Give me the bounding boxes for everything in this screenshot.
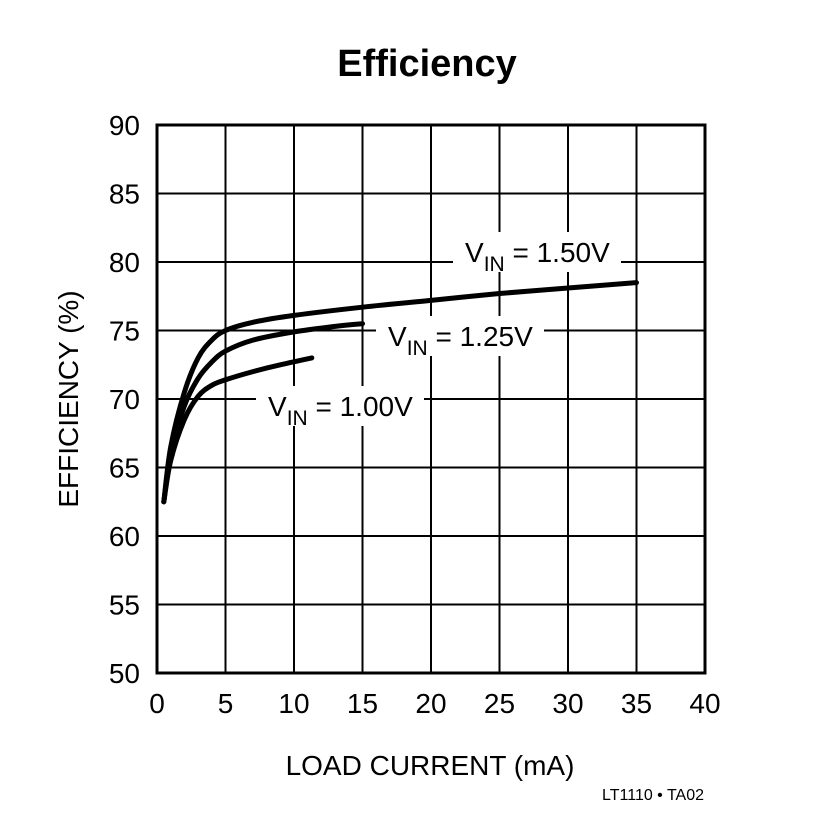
series-label-sub: IN <box>407 337 428 360</box>
series-label-rest: = 1.25V <box>428 321 533 352</box>
figure-footer: LT1110 • TA02 <box>602 787 704 804</box>
x-tick-label: 0 <box>149 688 165 719</box>
plot-frame <box>155 123 707 675</box>
series-label-vin-1-50v: VIN = 1.50V <box>465 237 610 276</box>
x-tick-label: 5 <box>218 688 234 719</box>
y-tick-label: 70 <box>109 384 140 415</box>
grid <box>157 125 705 673</box>
series-label-backing <box>376 316 544 356</box>
x-tick-label: 10 <box>278 688 309 719</box>
series-label-sub: IN <box>484 253 505 276</box>
y-tick-label: 60 <box>109 521 140 552</box>
x-tick-label: 20 <box>415 688 446 719</box>
series-line-vin-1-00v <box>161 355 315 505</box>
series-curves <box>161 280 639 505</box>
series-line-vin-1-25v <box>161 321 365 505</box>
y-tick-label: 90 <box>109 110 140 141</box>
series-label-vin-1-00v: VIN = 1.00V <box>268 391 413 430</box>
x-tick-label: 30 <box>552 688 583 719</box>
series-label-main: V <box>465 237 484 268</box>
x-tick-label: 25 <box>484 688 515 719</box>
y-tick-labels: 50 55 60 65 70 75 80 85 90 <box>109 110 140 689</box>
y-axis-label: EFFICIENCY (%) <box>53 290 84 507</box>
y-tick-label: 50 <box>109 658 140 689</box>
x-tick-label: 15 <box>347 688 378 719</box>
series-line-vin-1-50v <box>161 280 639 505</box>
x-tick-labels: 0 5 10 15 20 25 30 35 40 <box>149 688 720 719</box>
x-axis-label: LOAD CURRENT (mA) <box>286 750 575 781</box>
y-tick-label: 75 <box>109 316 140 347</box>
x-tick-label: 40 <box>689 688 720 719</box>
y-tick-label: 65 <box>109 453 140 484</box>
chart-title: Efficiency <box>337 43 517 85</box>
series-label-main: V <box>388 321 407 352</box>
y-tick-label: 85 <box>109 179 140 210</box>
series-label-main: V <box>268 391 287 422</box>
y-tick-label: 55 <box>109 590 140 621</box>
series-label-sub: IN <box>287 407 308 430</box>
series-label-rest: = 1.50V <box>505 237 610 268</box>
series-label-backing <box>256 386 424 426</box>
series-label-backing <box>453 232 621 272</box>
x-tick-label: 35 <box>621 688 652 719</box>
series-label-vin-1-25v: VIN = 1.25V <box>388 321 533 360</box>
series-label-rest: = 1.00V <box>308 391 413 422</box>
y-tick-label: 80 <box>109 247 140 278</box>
